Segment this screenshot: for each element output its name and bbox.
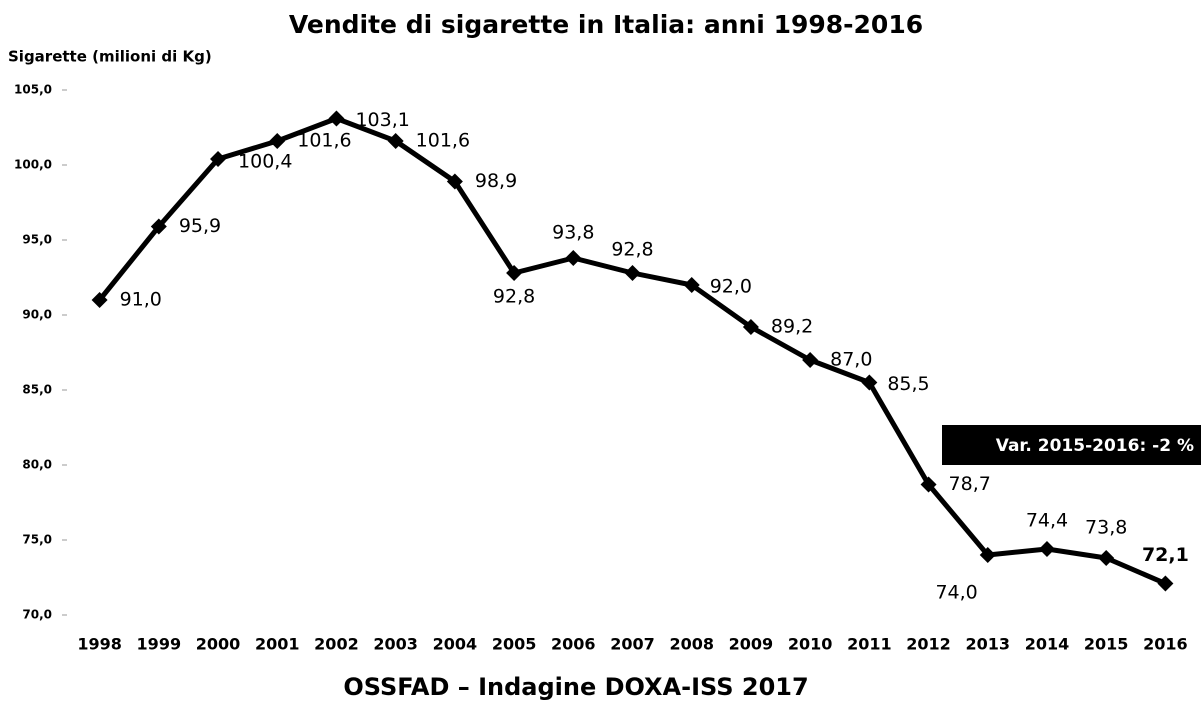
y-tick-label: 95,0 xyxy=(22,233,52,247)
x-tick-label: 2009 xyxy=(729,635,774,654)
x-tick-label: 2001 xyxy=(255,635,300,654)
data-label: 78,7 xyxy=(949,473,991,495)
x-tick-label: 2013 xyxy=(965,635,1010,654)
x-tick-label: 2004 xyxy=(433,635,478,654)
data-label: 98,9 xyxy=(475,170,517,192)
marker xyxy=(742,319,759,335)
data-label: 103,1 xyxy=(355,109,409,131)
marker xyxy=(269,133,286,149)
x-tick-label: 2003 xyxy=(373,635,418,654)
data-label: 73,8 xyxy=(1085,517,1127,539)
x-tick-label: 1999 xyxy=(137,635,182,654)
marker xyxy=(91,292,108,308)
y-tick-label: 100,0 xyxy=(14,158,52,172)
marker xyxy=(1157,575,1174,592)
marker xyxy=(387,133,404,149)
marker xyxy=(802,352,819,368)
data-label: 85,5 xyxy=(887,373,929,395)
marker xyxy=(624,265,641,281)
x-tick-label: 2012 xyxy=(906,635,951,654)
footer: OSSFAD – Indagine DOXA-ISS 2017 xyxy=(343,673,808,701)
y-tick-label: 75,0 xyxy=(22,533,52,547)
data-label: 89,2 xyxy=(771,316,813,338)
y-tick-label: 105,0 xyxy=(14,83,52,97)
data-label: 95,9 xyxy=(179,215,221,237)
x-tick-label: 2007 xyxy=(610,635,655,654)
data-label: 87,0 xyxy=(830,349,872,371)
data-label: 93,8 xyxy=(552,222,594,244)
x-tick-label: 2006 xyxy=(551,635,596,654)
data-label: 72,1 xyxy=(1142,544,1189,566)
data-label: 91,0 xyxy=(120,289,162,311)
y-axis-label: Sigarette (milioni di Kg) xyxy=(8,48,212,66)
x-tick-label: 2008 xyxy=(669,635,714,654)
line xyxy=(97,116,1167,586)
marker xyxy=(565,250,582,266)
data-label: 92,8 xyxy=(493,286,535,308)
marker xyxy=(210,151,227,167)
x-tick-label: 2015 xyxy=(1084,635,1129,654)
data-label: 92,0 xyxy=(710,276,752,298)
marker xyxy=(150,218,167,235)
annotation: Var. 2015-2016: -2 % xyxy=(996,436,1194,456)
y-tick-label: 90,0 xyxy=(22,308,52,322)
marker xyxy=(861,374,878,391)
marker xyxy=(920,476,937,493)
data-label: 100,4 xyxy=(238,151,292,173)
data-label: 101,6 xyxy=(416,130,470,152)
marker xyxy=(328,110,345,127)
marker xyxy=(979,547,996,563)
data-label: 101,6 xyxy=(297,130,351,152)
y-tick-label: 70,0 xyxy=(22,608,52,622)
x-tick-label: 1998 xyxy=(77,635,122,654)
x-tick-label: 2011 xyxy=(847,635,892,654)
chart-title: Vendite di sigarette in Italia: anni 199… xyxy=(289,10,923,39)
data-label: 74,4 xyxy=(1026,510,1068,532)
x-tick-label: 2016 xyxy=(1143,635,1188,654)
x-tick-label: 2005 xyxy=(492,635,537,654)
marker xyxy=(506,265,523,281)
x-tick-label: 2010 xyxy=(788,635,833,654)
data-label: 92,8 xyxy=(611,239,653,261)
x-tick-label: 2000 xyxy=(196,635,241,654)
x-tick-label: 2002 xyxy=(314,635,359,654)
annotation-box xyxy=(942,425,1201,465)
x-tick-label: 2014 xyxy=(1025,635,1070,654)
marker xyxy=(1038,541,1055,557)
marker xyxy=(1098,550,1115,566)
y-tick-label: 80,0 xyxy=(22,458,52,472)
data-label: 74,0 xyxy=(935,582,977,604)
marker xyxy=(683,277,700,293)
marker xyxy=(446,173,463,190)
y-tick-label: 85,0 xyxy=(22,383,52,397)
